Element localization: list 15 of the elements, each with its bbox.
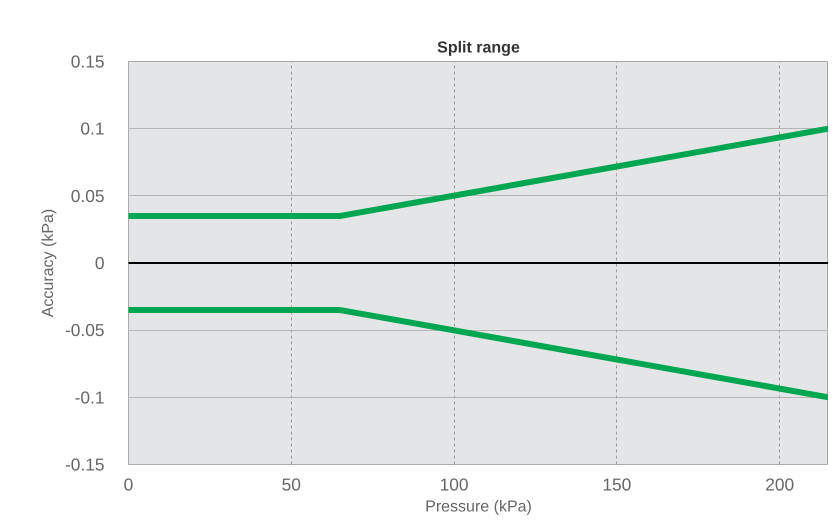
x-axis-title: Pressure (kPa) (425, 498, 532, 516)
y-tick-label: -0.15 (65, 454, 105, 474)
y-tick-label: 0 (94, 253, 105, 273)
chart-title: Split range (437, 40, 520, 56)
y-tick-label: 0.05 (70, 186, 105, 206)
x-tick-label: 200 (765, 474, 794, 494)
x-tick-label: 100 (440, 474, 469, 494)
y-tick-label: -0.1 (74, 387, 104, 408)
x-tick-label: 150 (602, 474, 632, 494)
y-tick-label: 0.1 (80, 118, 105, 139)
x-tick-label: 0 (124, 474, 134, 494)
y-tick-label: 0.15 (70, 52, 105, 72)
x-tick-label: 50 (282, 474, 301, 494)
y-axis-title: Accuracy (kPa) (40, 208, 58, 318)
y-tick-label: -0.05 (65, 320, 105, 340)
